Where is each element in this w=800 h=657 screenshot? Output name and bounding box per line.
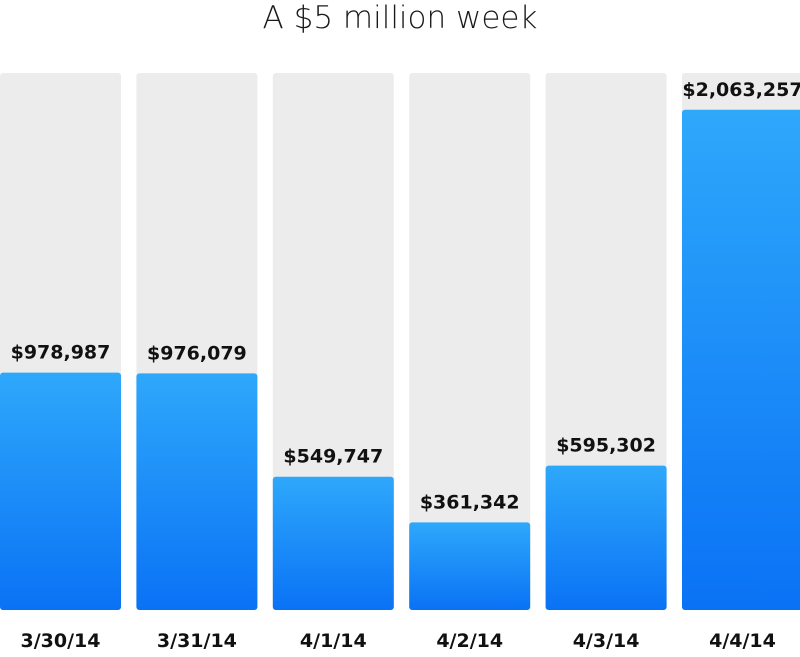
value-label: $549,747 bbox=[283, 446, 383, 468]
bar-track bbox=[409, 73, 531, 610]
value-label: $976,079 bbox=[147, 342, 247, 364]
value-labels: $978,987 $976,079 $549,747 $361,342 $595,302… bbox=[11, 79, 800, 514]
bar-track bbox=[272, 73, 394, 610]
value-label: $361,342 bbox=[420, 491, 520, 513]
x-tick-label: 4/2/14 bbox=[436, 630, 503, 652]
value-label: $978,987 bbox=[11, 342, 111, 364]
x-tick-label: 4/3/14 bbox=[573, 630, 640, 652]
bar bbox=[409, 522, 531, 610]
bar bbox=[682, 109, 800, 610]
x-axis-tick-labels: 3/30/14 3/31/14 4/1/14 4/2/14 4/3/14 4/4/14 bbox=[21, 630, 776, 652]
chart-title: A $5 million week bbox=[263, 0, 538, 36]
bars bbox=[0, 109, 800, 610]
bar bbox=[0, 372, 121, 610]
x-tick-label: 4/1/14 bbox=[300, 630, 367, 652]
x-tick-label: 3/30/14 bbox=[21, 630, 101, 652]
bar bbox=[136, 373, 258, 610]
value-label: $595,302 bbox=[556, 435, 656, 457]
x-tick-label: 3/31/14 bbox=[157, 630, 237, 652]
value-label: $2,063,257 bbox=[682, 79, 800, 101]
bar bbox=[545, 465, 667, 610]
x-tick-label: 4/4/14 bbox=[709, 630, 776, 652]
bar bbox=[272, 476, 394, 610]
